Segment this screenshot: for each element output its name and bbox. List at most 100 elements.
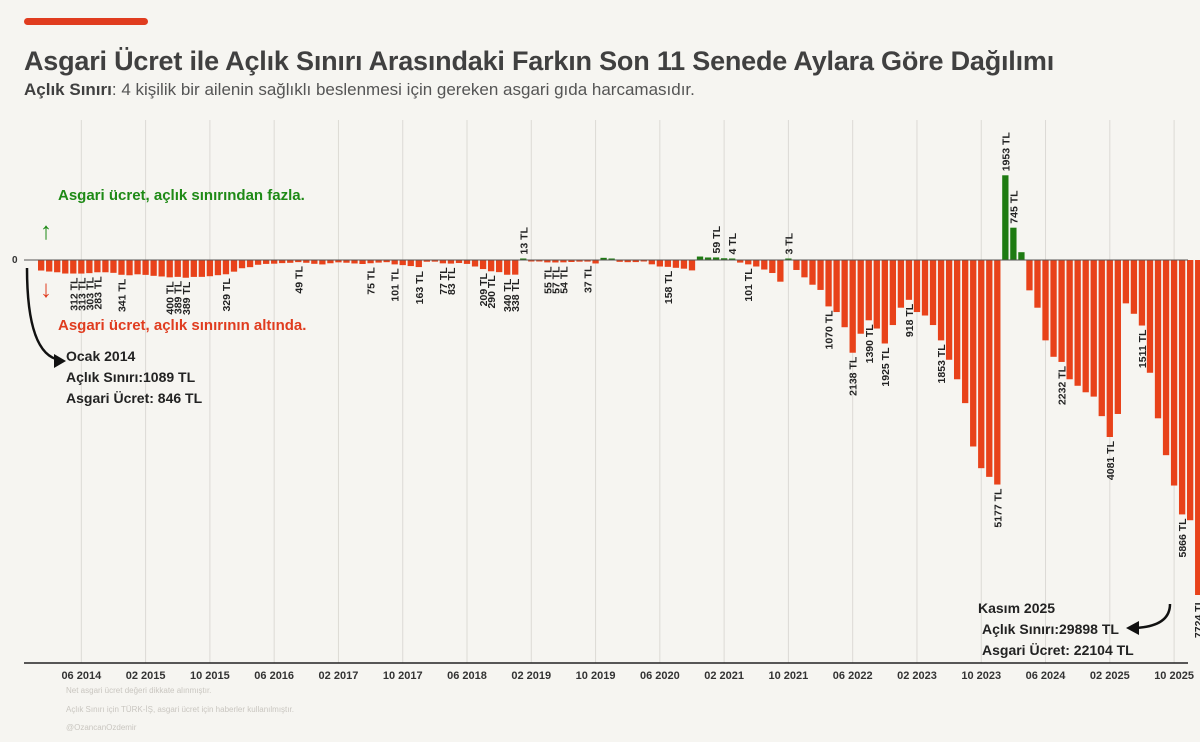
data-label: 5866 TL	[1177, 518, 1189, 558]
bar	[287, 260, 294, 263]
bar	[38, 260, 45, 271]
data-label: 158 TL	[663, 270, 675, 304]
data-label: 313 TL	[76, 277, 88, 311]
page-subtitle: Açlık Sınırı: 4 kişilik bir ailenin sağl…	[24, 80, 695, 100]
bar	[230, 260, 238, 272]
bar	[126, 260, 133, 276]
x-axis: 06 2014 02 2015 10 2015 06 2016 02 2017 10 20…	[12, 255, 1194, 682]
bar	[311, 260, 318, 264]
x-tick-label: 10 2017	[383, 670, 423, 682]
bar	[46, 260, 53, 272]
bar	[945, 260, 953, 360]
footer-note-1: Net asgari ücret değeri dikkate alınmışt…	[66, 686, 212, 695]
bar	[1154, 260, 1162, 419]
bar	[246, 260, 254, 268]
bar	[769, 260, 776, 274]
bar	[455, 260, 463, 264]
bar	[174, 260, 181, 277]
bar	[825, 260, 832, 307]
bar	[777, 260, 784, 282]
data-label: 101 TL	[390, 268, 402, 302]
data-label: 83 TL	[446, 267, 458, 295]
bar	[696, 256, 704, 260]
x-tick-label: 10 2023	[961, 670, 1001, 682]
bar	[110, 260, 117, 273]
positive-note: Asgari ücret, açlık sınırından fazla.	[58, 187, 305, 204]
data-label: 389 TL	[173, 280, 185, 314]
bar	[600, 257, 607, 260]
down-arrow-icon: ↓	[40, 276, 52, 303]
bar	[785, 258, 792, 260]
bar	[520, 258, 527, 260]
callout-arrows	[25, 267, 1172, 635]
x-tick-label: 06 2020	[640, 670, 680, 682]
data-label: 1953 TL	[1000, 132, 1012, 172]
data-label: 1511 TL	[1137, 329, 1149, 368]
gridlines	[80, 120, 1175, 663]
bar	[254, 260, 262, 265]
data-label: 341 TL	[117, 278, 129, 312]
bar	[118, 260, 125, 275]
data-label: 918 TL	[904, 303, 916, 337]
start-callout-wage: Asgari Ücret: 846 TL	[66, 390, 203, 406]
bar	[1090, 260, 1097, 397]
bar	[970, 260, 977, 447]
bar	[327, 260, 334, 264]
x-tick-label: 06 2024	[1026, 670, 1067, 682]
bar	[833, 260, 840, 313]
bar	[849, 260, 856, 353]
bar	[198, 260, 205, 277]
data-label: 1390 TL	[864, 324, 876, 364]
bar	[937, 260, 945, 341]
bar	[383, 260, 390, 263]
bar	[753, 260, 760, 267]
bar	[817, 260, 824, 290]
bar	[552, 260, 559, 263]
bar	[399, 260, 406, 266]
bar	[1178, 260, 1186, 515]
bar	[962, 260, 969, 404]
bar	[463, 260, 471, 264]
bar	[1026, 260, 1033, 291]
bar	[680, 260, 688, 269]
bar	[761, 260, 768, 270]
subtitle-term: Açlık Sınırı	[24, 80, 112, 99]
bar	[688, 260, 696, 271]
data-label: 59 TL	[711, 225, 723, 253]
start-callout-arrow	[25, 267, 61, 362]
data-label: 54 TL	[558, 266, 570, 294]
data-label: 101 TL	[743, 268, 755, 302]
data-label: 329 TL	[221, 278, 233, 312]
bar	[905, 260, 913, 300]
bar	[913, 260, 921, 313]
x-tick-label: 02 2021	[704, 670, 744, 682]
bar	[1082, 260, 1089, 393]
bar	[560, 260, 567, 263]
bar	[271, 260, 278, 264]
data-label: 209 TL	[478, 272, 490, 306]
bar	[640, 260, 647, 262]
x-tick-label: 06 2018	[447, 670, 487, 682]
bar	[487, 260, 495, 272]
bar	[608, 258, 615, 260]
bar	[737, 260, 744, 263]
bar	[865, 260, 872, 321]
data-label: 77 TL	[438, 267, 450, 295]
data-label: 13 TL	[518, 226, 530, 254]
bar	[279, 260, 286, 264]
bar	[1122, 260, 1130, 304]
bar	[953, 260, 961, 380]
bar	[102, 260, 109, 273]
x-tick-label: 06 2022	[833, 670, 873, 682]
bar	[592, 260, 599, 264]
bar	[495, 260, 503, 273]
bar	[929, 260, 937, 326]
bar	[1130, 260, 1138, 314]
x-tick-label: 02 2017	[319, 670, 359, 682]
footer-credit: @OzancanOzdemir	[66, 723, 137, 732]
start-callout-hunger: Açlık Sınırı:1089 TL	[66, 369, 196, 385]
start-callout-arrowhead	[54, 354, 66, 368]
bar	[873, 260, 880, 329]
bar	[656, 260, 663, 267]
bar	[1195, 260, 1200, 595]
